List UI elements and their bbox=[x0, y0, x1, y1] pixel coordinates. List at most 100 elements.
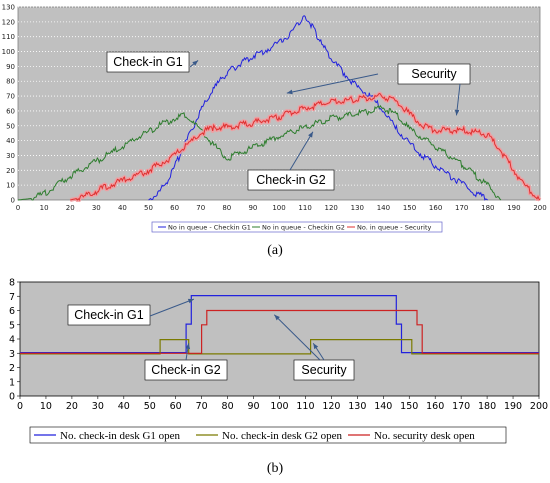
legend-label: No in queue - Checkin G2 bbox=[262, 224, 345, 232]
chart-a-x-tick-label: 110 bbox=[298, 204, 311, 212]
chart-a-y-tick-label: 130 bbox=[2, 4, 15, 12]
chart-b-y-tick-label: 1 bbox=[9, 377, 15, 388]
chart-a-x-tick-label: 150 bbox=[403, 204, 416, 212]
chart-a-x-tick-label: 130 bbox=[351, 204, 364, 212]
chart-b-caption: (b) bbox=[267, 461, 284, 476]
chart-a-x-tick-label: 180 bbox=[481, 204, 494, 212]
chart-a-x-tick-label: 70 bbox=[196, 204, 205, 212]
chart-b-y-tick-label: 4 bbox=[9, 335, 15, 346]
chart-a-y-tick-label: 30 bbox=[6, 152, 15, 160]
callout-label: Check-in G1 bbox=[74, 308, 144, 322]
callout-arrowhead bbox=[185, 343, 191, 350]
chart-a-series-line-1 bbox=[148, 15, 489, 201]
chart-a-x-tick-label: 200 bbox=[533, 204, 546, 212]
chart-b-y-tick-label: 2 bbox=[9, 363, 15, 374]
legend-label: No. in queue - Security bbox=[357, 224, 432, 232]
chart-b-y-tick-label: 3 bbox=[9, 349, 15, 360]
chart-a-y-tick-label: 60 bbox=[6, 107, 15, 115]
chart-b-legend: No. check-in desk G1 open No. check-in de… bbox=[29, 426, 507, 444]
chart-a-x-tick-label: 90 bbox=[248, 204, 257, 212]
chart-b-x-tick-label: 100 bbox=[270, 401, 288, 412]
chart-a-x-tick-label: 0 bbox=[16, 204, 20, 212]
legend-label: No. check-in desk G1 open bbox=[60, 430, 181, 442]
chart-b-x-tick-label: 140 bbox=[374, 401, 392, 412]
callout-arrow bbox=[149, 298, 195, 317]
chart-a-y-tick-label: 70 bbox=[6, 93, 15, 101]
chart-a-series bbox=[17, 15, 542, 202]
callout-arrowhead bbox=[187, 298, 194, 304]
chart-a-x-tick-label: 160 bbox=[429, 204, 442, 212]
legend-label: No in queue - Checkin G1 bbox=[168, 224, 251, 232]
chart-b-y-tick-label: 8 bbox=[9, 278, 15, 289]
chart-b-plot-area bbox=[19, 281, 540, 397]
chart-b-x-tick-label: 60 bbox=[170, 401, 182, 412]
chart-a-x-tick-label: 120 bbox=[325, 204, 338, 212]
chart-a-callout: Security bbox=[286, 63, 471, 95]
chart-a-x-tick-label: 20 bbox=[66, 204, 75, 212]
chart-b-x-ticks: 0 10 20 30 40 50 60 70 80 90 100 110 120 130 140 150 160… bbox=[17, 396, 548, 412]
chart-a-y-ticks: 0 10 20 30 40 50 60 70 80 90 100 110 120 130 bbox=[2, 4, 15, 205]
chart-b-series-line-2 bbox=[20, 339, 539, 355]
chart-b-y-tick-label: 5 bbox=[9, 320, 15, 331]
chart-a-x-tick-label: 100 bbox=[272, 204, 285, 212]
chart-b-callout: Check-in G1 bbox=[67, 298, 195, 326]
chart-a-x-ticks: 0 10 20 30 40 50 60 70 80 90 100 110 120 130 140 150 160… bbox=[16, 204, 547, 212]
chart-b-x-tick-label: 80 bbox=[222, 401, 234, 412]
chart-b-x-tick-label: 120 bbox=[322, 401, 340, 412]
chart-a-queue-lengths: 0 10 20 30 40 50 60 70 80 90 100 110 120 130 0 10 20 30 4… bbox=[2, 4, 547, 259]
chart-b-series-line-3 bbox=[20, 309, 539, 354]
chart-a-y-tick-label: 100 bbox=[2, 48, 15, 56]
chart-b-x-tick-label: 170 bbox=[452, 401, 470, 412]
callout-arrowhead bbox=[286, 89, 293, 95]
chart-b-x-tick-label: 160 bbox=[426, 401, 444, 412]
callout-box bbox=[67, 304, 151, 326]
callout-arrowhead bbox=[308, 131, 313, 138]
chart-a-x-tick-label: 30 bbox=[92, 204, 101, 212]
chart-a-y-tick-label: 0 bbox=[11, 197, 15, 205]
callout-box bbox=[106, 51, 190, 73]
chart-a-legend-box bbox=[151, 221, 443, 233]
chart-a-y-tick-label: 40 bbox=[6, 137, 15, 145]
callout-label: Security bbox=[301, 363, 347, 377]
chart-b-callout: Check-in G2 bbox=[144, 343, 228, 381]
chart-b-x-tick-label: 30 bbox=[92, 401, 104, 412]
chart-a-y-tick-label: 110 bbox=[2, 33, 15, 41]
chart-a-x-tick-label: 170 bbox=[455, 204, 468, 212]
chart-b-x-tick-label: 70 bbox=[196, 401, 208, 412]
callout-arrow bbox=[289, 131, 314, 171]
chart-b-annotations: Check-in G1 Check-in G2 Security bbox=[67, 298, 355, 381]
callout-box bbox=[397, 63, 471, 85]
legend-label: No. check-in desk G2 open bbox=[222, 430, 343, 442]
legend-label: No. security desk open bbox=[374, 430, 475, 442]
chart-b-x-tick-label: 10 bbox=[40, 401, 52, 412]
chart-a-x-tick-label: 50 bbox=[144, 204, 153, 212]
chart-b-y-tick-label: 6 bbox=[9, 306, 15, 317]
chart-a-grid bbox=[18, 6, 540, 186]
chart-a-series-line-2 bbox=[17, 104, 502, 201]
chart-a-callout bbox=[454, 83, 461, 116]
callout-arrow bbox=[273, 314, 321, 361]
callout-arrowhead bbox=[454, 109, 460, 116]
chart-a-caption: (a) bbox=[267, 243, 283, 258]
chart-a-y-tick-label: 120 bbox=[2, 18, 15, 26]
chart-a-plot-area bbox=[17, 6, 541, 201]
callout-label: Check-in G1 bbox=[113, 55, 183, 69]
chart-a-x-tick-label: 10 bbox=[40, 204, 49, 212]
chart-b-x-tick-label: 110 bbox=[296, 401, 314, 412]
chart-a-y-tick-label: 50 bbox=[6, 122, 15, 130]
callout-arrow bbox=[286, 73, 379, 94]
chart-b-x-tick-label: 0 bbox=[17, 401, 23, 412]
chart-a-callout: Check-in G1 bbox=[106, 51, 199, 73]
chart-b-x-tick-label: 130 bbox=[348, 401, 366, 412]
chart-b-y-tick-label: 0 bbox=[9, 392, 15, 403]
callout-label: Check-in G2 bbox=[151, 363, 221, 377]
chart-a-x-tick-label: 80 bbox=[222, 204, 231, 212]
chart-a-x-tick-label: 60 bbox=[170, 204, 179, 212]
chart-a-y-tick-label: 90 bbox=[6, 63, 15, 71]
callout-arrowhead bbox=[313, 343, 319, 350]
chart-a-y-tick-label: 80 bbox=[6, 78, 15, 86]
chart-a-y-tick-label: 10 bbox=[6, 182, 15, 190]
callout-arrowhead bbox=[274, 314, 280, 321]
chart-b-x-tick-label: 90 bbox=[248, 401, 260, 412]
